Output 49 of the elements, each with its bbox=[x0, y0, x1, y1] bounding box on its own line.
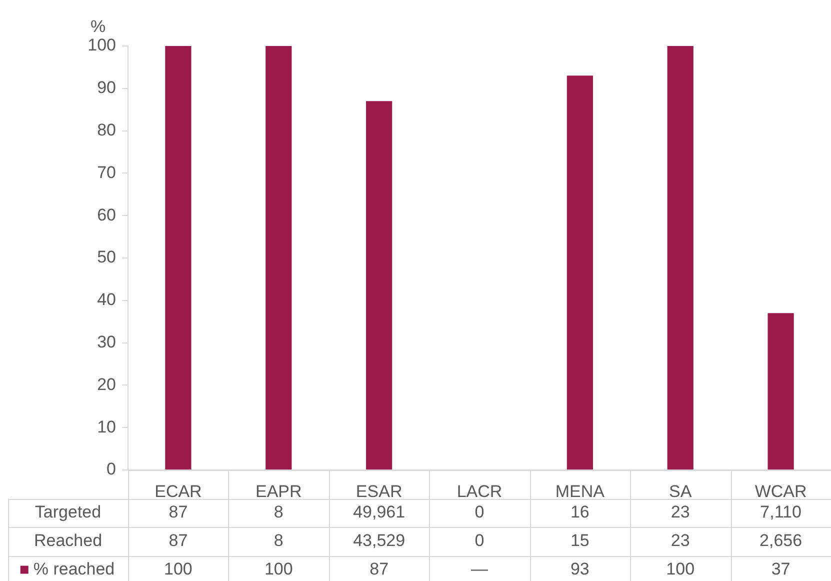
text: 43,529 bbox=[353, 530, 406, 550]
y-tick-label: 10 bbox=[97, 417, 116, 436]
text: 23 bbox=[670, 530, 690, 550]
y-tick-label: 20 bbox=[97, 374, 116, 394]
data-label: 100 bbox=[164, 559, 192, 578]
y-tick-label: 40 bbox=[97, 290, 116, 310]
y-tick-label: 100 bbox=[88, 36, 116, 55]
y-tick-label: 50 bbox=[97, 248, 116, 267]
data-label: 100 bbox=[264, 559, 293, 578]
text: 0 bbox=[474, 502, 484, 522]
x-tick-label: EAPR bbox=[255, 482, 302, 501]
text: 23 bbox=[670, 502, 690, 522]
y-tick-label: 30 bbox=[97, 332, 116, 352]
text: 16 bbox=[570, 502, 590, 522]
legend-label: % reached bbox=[33, 559, 115, 578]
text: — bbox=[471, 559, 488, 578]
y-axis-title: % bbox=[90, 17, 106, 36]
text: 8 bbox=[274, 530, 284, 550]
text: 49,961 bbox=[353, 502, 406, 522]
bar bbox=[165, 46, 192, 470]
data-label: 37 bbox=[771, 559, 790, 578]
bar bbox=[566, 76, 593, 470]
data-label: 87 bbox=[370, 559, 389, 578]
text: 87 bbox=[168, 502, 188, 522]
text: 0 bbox=[474, 530, 484, 550]
text: 7,110 bbox=[760, 502, 802, 522]
y-tick-label: 80 bbox=[97, 120, 116, 140]
x-tick-label: LACR bbox=[456, 482, 502, 501]
text: Reached bbox=[34, 530, 102, 550]
x-tick-label: ESAR bbox=[356, 482, 402, 501]
x-tick-label: ECAR bbox=[154, 482, 202, 501]
x-tick-label: WCAR bbox=[754, 482, 807, 501]
data-label: 93 bbox=[570, 559, 590, 578]
text: 87 bbox=[168, 530, 188, 550]
bar bbox=[667, 46, 694, 470]
y-tick-label: 70 bbox=[97, 162, 116, 182]
bar bbox=[266, 46, 292, 470]
data-label: 100 bbox=[666, 559, 695, 578]
text: 2,656 bbox=[760, 530, 802, 550]
x-tick-label: MENA bbox=[555, 482, 606, 501]
bar bbox=[768, 313, 794, 470]
text: Targeted bbox=[34, 502, 102, 522]
y-tick-label: 0 bbox=[106, 460, 116, 479]
text: 15 bbox=[570, 530, 590, 550]
bar bbox=[366, 101, 392, 470]
x-tick-label: SA bbox=[669, 482, 692, 501]
y-tick-label: 60 bbox=[97, 205, 116, 224]
y-tick-label: 90 bbox=[97, 78, 116, 98]
text: 8 bbox=[274, 502, 284, 522]
